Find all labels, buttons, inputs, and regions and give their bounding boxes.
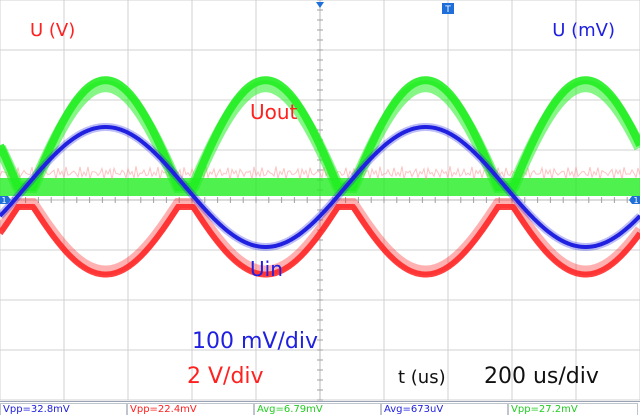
measurement-1: Vpp=32.8mV: [0, 403, 127, 415]
measurement-3: Avg=6.79mV: [254, 403, 381, 415]
uout-annotation: Uout: [250, 100, 297, 124]
measurement-5: Vpp=27.2mV: [508, 403, 638, 415]
uin-annotation: Uin: [250, 257, 283, 281]
channel2-scale: 100 mV/div: [192, 329, 318, 354]
channel-2-marker-label: 1: [633, 196, 638, 205]
channel-1-marker-label: 1: [1, 196, 6, 205]
x-axis-label: t (us): [398, 367, 446, 388]
trigger-time-marker-label: T: [444, 5, 451, 15]
uout-baseline-band: [0, 178, 640, 196]
measurement-2: Vpp=22.4mV: [127, 403, 254, 415]
left-axis-label: U (V): [30, 20, 75, 41]
channel1-scale: 2 V/div: [187, 364, 264, 389]
right-axis-label: U (mV): [552, 20, 615, 41]
timebase-label: 200 us/div: [484, 364, 599, 389]
measurement-bar: Vpp=32.8mV Vpp=22.4mV Avg=6.79mV Avg=673…: [0, 401, 640, 416]
measurement-4: Avg=673uV: [381, 403, 508, 415]
